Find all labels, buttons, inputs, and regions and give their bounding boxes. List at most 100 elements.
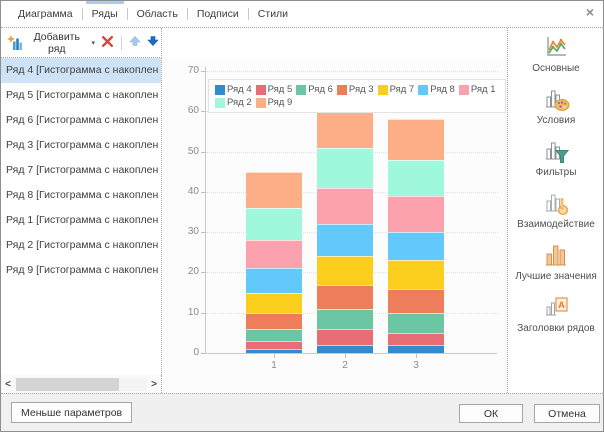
y-axis-tick <box>201 353 205 354</box>
legend-row: Ряд 2 Ряд 9 <box>215 96 499 109</box>
arrow-down-icon <box>147 35 159 50</box>
tab-labels[interactable]: Подписи <box>188 1 248 27</box>
y-axis-tick-label: 70 <box>187 65 199 76</box>
move-down-button[interactable] <box>145 33 161 52</box>
bar-segment <box>246 240 302 269</box>
toolbar-separator <box>121 35 122 50</box>
bar-segment <box>388 119 444 160</box>
scroll-right-icon[interactable]: > <box>151 378 157 390</box>
sidebar-item-series-headers[interactable]: A Заголовки рядов <box>517 293 595 334</box>
dropdown-caret-icon: ▾ <box>91 39 96 47</box>
tab-separator <box>247 8 249 20</box>
x-axis-tick-label: 2 <box>342 360 348 371</box>
top-values-icon <box>542 241 570 269</box>
tab-label: Диаграмма <box>18 8 73 20</box>
series-list-item[interactable]: Ряд 3 [Гистограмма с накоплен <box>6 139 159 151</box>
series-list-item[interactable]: Ряд 4 [Гистограмма с накоплен <box>1 58 161 83</box>
sidebar-item-label: Взаимодействие <box>517 219 595 230</box>
bar-segment <box>317 187 373 225</box>
legend-label: Ряд 8 <box>430 84 455 95</box>
legend-item: Ряд 3 <box>336 84 374 95</box>
delete-series-button[interactable] <box>99 33 116 53</box>
cancel-button[interactable]: Отмена <box>534 404 600 423</box>
bar-segment <box>317 224 373 257</box>
sidebar-item-conditions[interactable]: Условия <box>536 85 576 126</box>
y-axis-tick <box>201 71 205 72</box>
series-list-item[interactable]: Ряд 6 [Гистограмма с накоплен <box>6 114 159 126</box>
scroll-left-icon[interactable]: < <box>5 378 11 390</box>
scrollbar-track[interactable] <box>15 377 147 391</box>
svg-text:A: A <box>558 300 565 311</box>
series-list-item[interactable]: Ряд 8 [Гистограмма с накоплен <box>6 189 159 201</box>
tab-label: Стили <box>257 8 289 20</box>
bar-segment <box>246 171 302 208</box>
conditions-icon <box>542 85 570 113</box>
sidebar-item-filters[interactable]: Фильтры <box>535 137 577 178</box>
series-list-item[interactable]: Ряд 2 [Гистограмма с накоплен <box>6 239 159 251</box>
horizontal-scrollbar[interactable]: < > <box>1 375 162 393</box>
series-list-item[interactable]: Ряд 5 [Гистограмма с накоплен <box>6 89 159 101</box>
bar-segment <box>388 195 444 233</box>
tab-diagram[interactable]: Диаграмма <box>9 1 82 27</box>
sidebar-item-interaction[interactable]: Взаимодействие <box>517 189 595 230</box>
active-tab-indicator <box>85 1 124 4</box>
move-up-button[interactable] <box>127 33 143 52</box>
tab-label: Область <box>136 8 178 20</box>
bar-segment <box>388 288 444 313</box>
less-parameters-button[interactable]: Меньше параметров <box>11 402 133 423</box>
bar-segment <box>388 159 444 196</box>
ok-button[interactable]: ОК <box>459 404 523 423</box>
y-axis-tick-label: 10 <box>187 306 199 318</box>
bar-segment <box>246 207 302 241</box>
tab-label: Ряды <box>91 8 118 20</box>
y-axis-tick-label: 20 <box>187 266 199 278</box>
y-axis-tick <box>201 151 205 153</box>
x-axis-tick-label: 1 <box>271 360 277 371</box>
bar-segment <box>317 308 373 329</box>
filters-icon <box>542 137 570 165</box>
legend-item: Ряд 4 <box>215 84 252 95</box>
x-axis-tick <box>416 354 417 358</box>
series-list: Ряд 4 [Гистограмма с накоплен Ряд 5 [Гист… <box>1 58 162 375</box>
sidebar-item-top-values[interactable]: Лучшие значения <box>515 241 597 282</box>
arrow-up-icon <box>129 35 141 50</box>
scrollbar-thumb[interactable] <box>16 377 119 391</box>
chart-legend: Ряд 4 Ряд 5 Ряд 6 Ряд 3 Ряд 7 Ряд 8 Ряд 1 Ряд 2… <box>208 79 507 113</box>
legend-swatch <box>215 84 225 95</box>
legend-item: Ряд 7 <box>377 84 414 95</box>
gridline <box>206 71 498 72</box>
series-list-item[interactable]: Ряд 1 [Гистограмма с накоплен <box>6 214 159 226</box>
series-list-item[interactable]: Ряд 7 [Гистограмма с накоплен <box>6 164 159 176</box>
y-axis-tick <box>201 111 205 113</box>
add-series-button[interactable]: Добавить ряд ▾ <box>5 29 97 57</box>
bar-segment <box>317 107 373 148</box>
legend-item: Ряд 1 <box>458 84 495 95</box>
legend-label: Ряд 2 <box>227 97 252 108</box>
y-axis-tick <box>201 272 205 274</box>
legend-item: Ряд 6 <box>296 84 333 95</box>
y-axis-tick <box>201 312 205 314</box>
bar-segment <box>246 328 302 341</box>
legend-swatch <box>215 97 225 108</box>
y-axis-tick-label: 50 <box>187 145 199 157</box>
options-sidebar: Основные Условия Фильтры Взаимодействие Лучш… <box>507 28 603 393</box>
tab-area[interactable]: Область <box>128 1 187 27</box>
sidebar-item-label: Фильтры <box>535 167 577 178</box>
tab-styles[interactable]: Стили <box>249 1 297 27</box>
tab-label: Подписи <box>196 8 239 20</box>
bar-segment <box>246 292 302 313</box>
interaction-icon <box>542 189 570 217</box>
sidebar-item-label: Условия <box>536 115 576 126</box>
series-list-item[interactable]: Ряд 9 [Гистограмма с накоплен <box>6 264 159 276</box>
sidebar-item-label: Лучшие значения <box>515 271 597 282</box>
bar-segment <box>317 344 373 353</box>
sidebar-item-basic[interactable]: Основные <box>532 33 580 74</box>
bar-segment <box>317 147 373 188</box>
tab-series[interactable]: Ряды <box>83 1 127 27</box>
bar-segment <box>388 260 444 289</box>
basic-icon <box>542 33 570 61</box>
close-icon[interactable]: × <box>585 4 594 20</box>
x-axis-tick <box>274 354 275 358</box>
y-axis-tick <box>201 191 205 193</box>
